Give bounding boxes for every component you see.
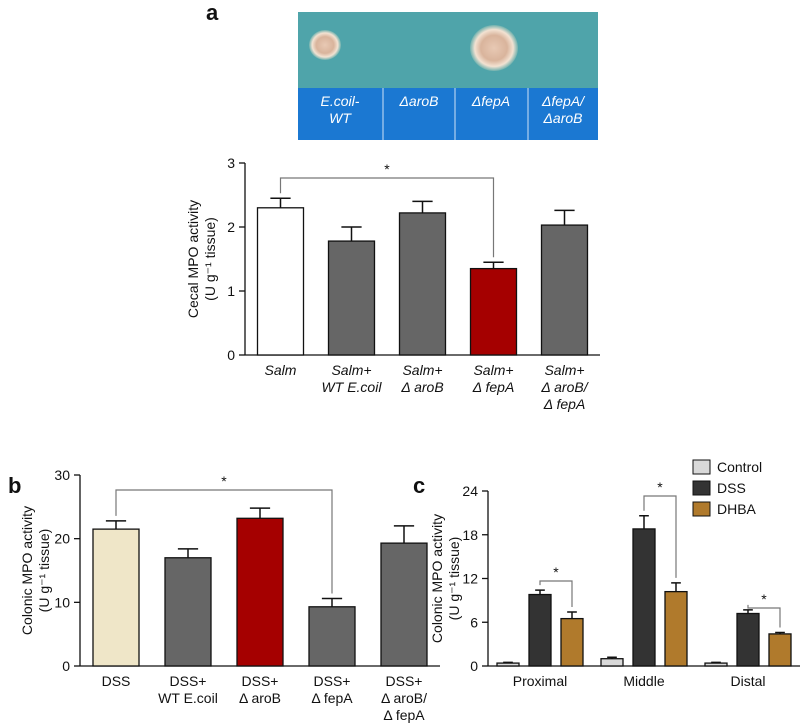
strain-label: E.coil-WT [321,93,360,126]
bar [380,542,428,667]
error-bar [177,548,199,558]
y-tick-label: 30 [54,467,70,483]
x-tick-label: Salm+ Δ fepA [472,362,515,395]
strain-label: ΔfepA [471,93,510,109]
y-tick-label: 6 [470,614,478,630]
x-tick-label: Middle [623,673,664,689]
y-axis-label: Colonic MPO activity(U g⁻¹ tissue) [19,506,52,635]
strain-label: ΔaroB [399,93,439,109]
error-bar [639,515,649,529]
bar [308,606,356,667]
error-bar [249,507,271,519]
bar [632,528,656,667]
y-axis-label: Cecal MPO activity(U g⁻¹ tissue) [185,200,218,318]
error-bar [554,209,575,226]
x-tick-label: Proximal [513,673,567,689]
significance-bracket [747,604,781,628]
bar [398,212,447,356]
plate-photo [298,12,598,88]
error-bar [567,611,577,619]
y-tick-label: 20 [54,531,70,547]
error-bar [607,656,617,659]
error-bar [503,661,513,664]
bar [560,617,584,667]
error-bar [775,631,785,634]
bar [92,528,140,667]
error-bar [393,525,415,544]
significance-bracket [643,495,677,578]
significance-label: * [553,564,559,580]
bar [256,207,305,356]
bar [540,224,589,356]
x-tick-label: Salm+ WT E.coil [322,362,383,395]
y-tick-label: 1 [227,283,235,299]
significance-label: * [657,479,663,495]
bar [327,240,376,356]
bar [469,267,518,356]
error-bar [412,200,433,213]
x-tick-label: DSS+ Δ fepA [311,673,353,706]
legend-label: DHBA [717,501,757,517]
x-tick-label: Salm+ Δ aroB/Δ fepA [540,362,589,412]
y-tick-label: 10 [54,594,70,610]
bar [236,517,284,667]
x-tick-label: DSS+ Δ aroB/Δ fepA [381,673,427,723]
y-tick-label: 2 [227,219,235,235]
error-bar [105,520,127,530]
legend-swatch [692,480,711,496]
y-tick-label: 12 [462,571,478,587]
y-tick-label: 0 [470,658,478,674]
legend-swatch [692,501,711,517]
x-tick-label: Salm [265,362,297,378]
colony [470,25,518,71]
x-tick-label: Distal [730,673,765,689]
colony [309,30,341,60]
error-bar [743,609,753,614]
y-tick-label: 0 [62,658,70,674]
legend-label: DSS [717,480,746,496]
x-tick-label: DSS+ Δ aroB [239,673,281,706]
panel-label: b [8,473,21,498]
legend-swatch [692,459,711,475]
panel-label: c [413,473,425,498]
y-tick-label: 0 [227,347,235,363]
y-axis-label: Colonic MPO activity(U g⁻¹ tissue) [429,514,462,643]
significance-label: * [221,473,227,489]
error-bar [341,226,362,242]
legend-label: Control [717,459,762,475]
error-bar [671,582,681,592]
bar [496,662,520,667]
error-bar [711,661,721,664]
plate: E.coil-WT ΔaroB ΔfepA ΔfepA/ΔaroB [298,12,598,140]
significance-bracket [539,580,573,608]
error-bar [535,589,545,595]
significance-label: * [761,591,767,607]
y-tick-label: 3 [227,155,235,171]
significance-bracket [279,177,495,258]
bar [664,590,688,667]
x-tick-label: DSS [102,673,131,689]
bar [164,557,212,667]
significance-bracket [115,489,333,594]
error-bar [483,261,504,269]
x-tick-label: Salm+ Δ aroB [400,362,443,395]
bar [768,633,792,667]
x-tick-label: DSS+ WT E.coil [158,673,218,706]
bar [736,612,760,667]
significance-label: * [384,161,390,177]
y-tick-label: 24 [462,483,478,499]
panel-label: a [206,0,219,25]
bar [600,658,624,667]
y-tick-label: 18 [462,527,478,543]
bar [704,662,728,667]
error-bar [321,597,343,607]
label-strip [298,88,598,140]
error-bar [270,197,291,208]
bar [528,593,552,667]
strain-label: ΔfepA/ΔaroB [541,93,586,126]
